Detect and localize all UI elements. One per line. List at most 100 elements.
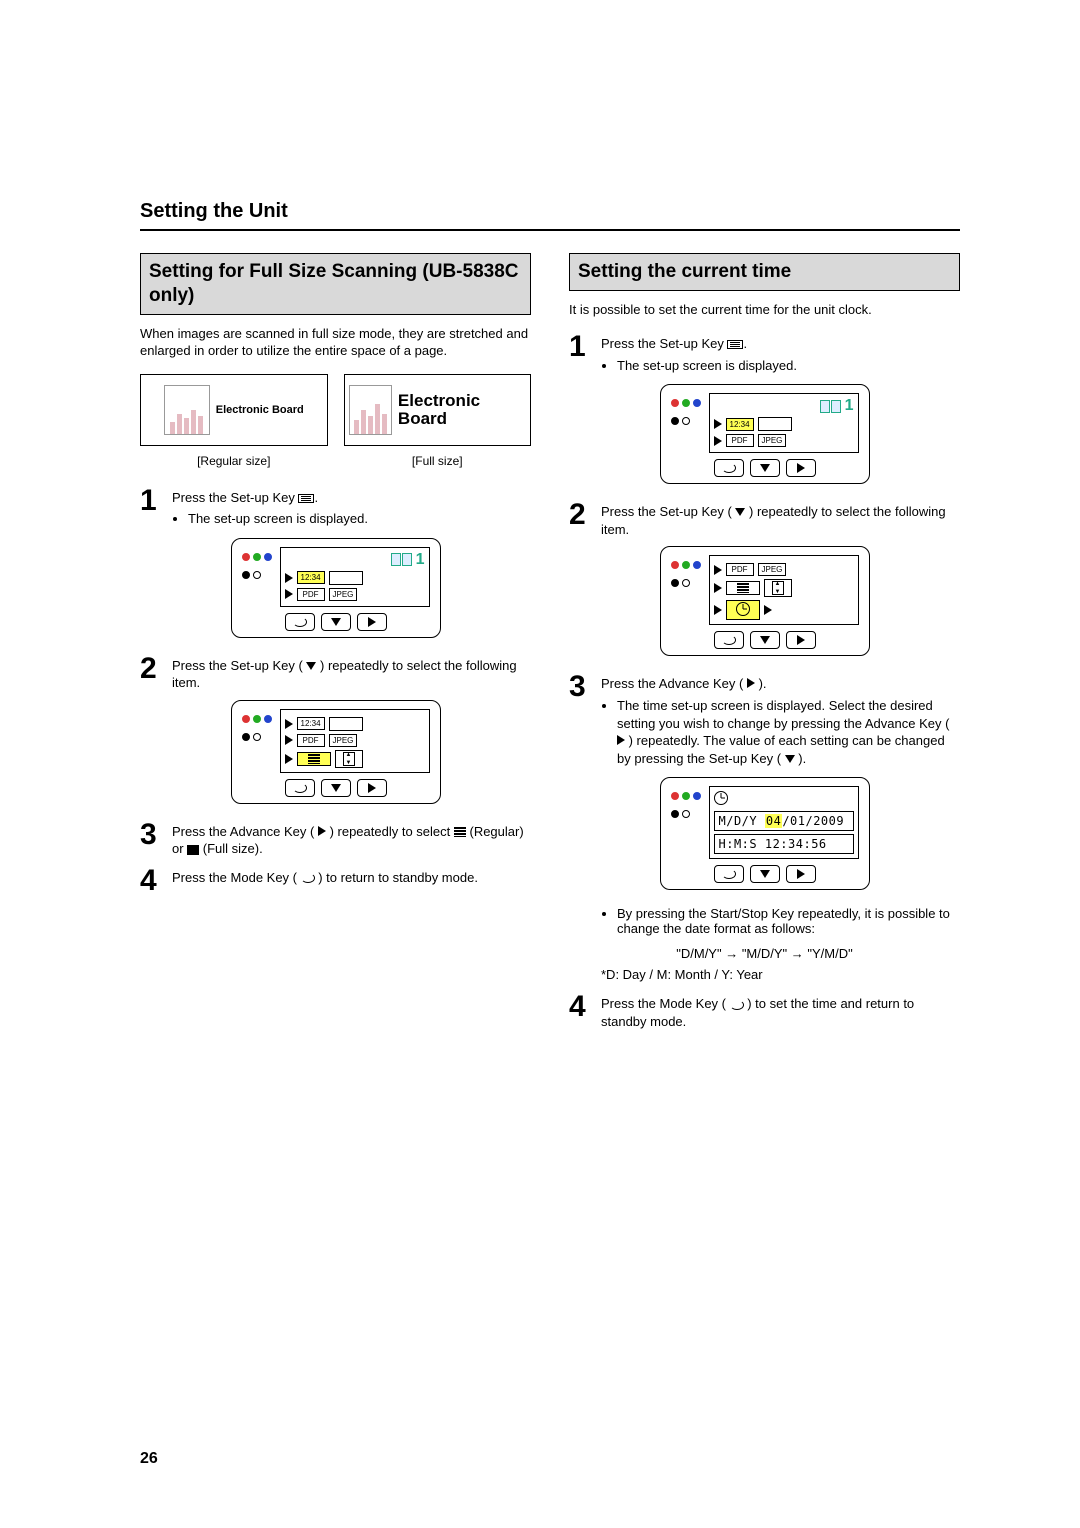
regular-size-icon	[308, 754, 320, 764]
mode-key-icon	[301, 873, 315, 883]
led-dots	[671, 786, 701, 818]
down-button	[750, 459, 780, 477]
step-number: 1	[140, 486, 162, 530]
play-icon	[285, 754, 293, 764]
step-number: 1	[569, 332, 591, 376]
step-number: 2	[140, 654, 162, 692]
step-bullet: The set-up screen is displayed.	[188, 510, 531, 528]
step-text: Press the Advance Key (	[172, 824, 318, 839]
step-text: Press the Mode Key (	[601, 996, 730, 1011]
mode-button	[714, 865, 744, 883]
step-text: Press the Set-up Key	[601, 336, 727, 351]
full-size-icon	[187, 845, 199, 855]
lcd-panel: M/D/Y 04/01/2009 H:M:S 12:34:56	[709, 786, 859, 859]
left-step-2: 2 Press the Set-up Key ( ) repeatedly to…	[140, 654, 531, 692]
right-step-3: 3 Press the Advance Key ( ). The time se…	[569, 672, 960, 769]
right-column: Setting the current time It is possible …	[569, 253, 960, 1038]
right-intro: It is possible to set the current time f…	[569, 301, 960, 319]
mode-key-icon	[730, 1000, 744, 1010]
demo-board-icon	[349, 385, 392, 435]
lcd-jpeg: JPEG	[329, 588, 358, 601]
step-text: ) repeatedly to select	[326, 824, 454, 839]
play-icon	[285, 735, 293, 745]
down-key-icon	[735, 508, 745, 516]
lcd-screen-r2: PDF JPEG	[660, 546, 870, 656]
lcd-screen-r1: 1 12:34 PDFJPEG	[660, 384, 870, 484]
full-size-icon	[343, 752, 355, 766]
advance-key-icon	[318, 826, 326, 836]
step-number: 4	[569, 992, 591, 1030]
left-step-1: 1 Press the Set-up Key . The set-up scre…	[140, 486, 531, 530]
regular-size-icon	[737, 583, 749, 593]
advance-button	[357, 613, 387, 631]
advance-button	[786, 865, 816, 883]
lcd-time: 12:34	[297, 717, 325, 730]
play-icon	[764, 605, 772, 615]
full-size-icon	[772, 581, 784, 595]
date-formats: "D/M/Y" → "M/D/Y" → "Y/M/D"	[569, 946, 960, 961]
led-dots	[242, 547, 272, 579]
down-button	[321, 779, 351, 797]
lcd-jpeg: JPEG	[329, 734, 358, 747]
step-text: Press the Mode Key (	[172, 870, 301, 885]
left-step-3: 3 Press the Advance Key ( ) repeatedly t…	[140, 820, 531, 858]
step-number: 3	[140, 820, 162, 858]
play-icon	[714, 419, 722, 429]
down-button	[750, 865, 780, 883]
play-icon	[714, 565, 722, 575]
demo-regular: Electronic Board	[140, 374, 328, 446]
page-header: Setting the Unit	[140, 200, 960, 231]
advance-button	[786, 459, 816, 477]
clock-icon	[714, 791, 728, 805]
play-icon	[285, 589, 293, 599]
mode-button	[285, 613, 315, 631]
demo-full-label: Electronic Board	[398, 392, 526, 428]
pages-icon	[820, 400, 841, 413]
step-bullet: The set-up screen is displayed.	[617, 357, 960, 375]
size-demo-row: Electronic Board Electronic Board	[140, 374, 531, 446]
mode-button	[714, 631, 744, 649]
lcd-pdf: PDF	[297, 588, 325, 601]
lcd-panel: 1 12:34 PDFJPEG	[280, 547, 430, 607]
step-text: Press the Set-up Key (	[172, 658, 306, 673]
advance-button	[357, 779, 387, 797]
date-line: M/D/Y 04/01/2009	[714, 811, 854, 831]
pages-icon	[391, 553, 412, 566]
lcd-time: 12:34	[297, 571, 325, 584]
led-dots	[242, 709, 272, 741]
lcd-pdf: PDF	[726, 563, 754, 576]
left-column: Setting for Full Size Scanning (UB-5838C…	[140, 253, 531, 1038]
clock-icon	[736, 602, 750, 616]
left-intro: When images are scanned in full size mod…	[140, 325, 531, 360]
caption-regular: [Regular size]	[140, 454, 328, 468]
demo-full: Electronic Board	[344, 374, 532, 446]
down-key-icon	[785, 755, 795, 763]
lcd-pdf: PDF	[297, 734, 325, 747]
down-button	[321, 613, 351, 631]
step-bullet: By pressing the Start/Stop Key repeatedl…	[617, 906, 960, 936]
setup-key-icon	[298, 494, 314, 503]
step-text: Press the Set-up Key (	[601, 504, 735, 519]
right-step-4: 4 Press the Mode Key ( ) to set the time…	[569, 992, 960, 1030]
lcd-jpeg: JPEG	[758, 563, 787, 576]
advance-button	[786, 631, 816, 649]
time-line: H:M:S 12:34:56	[714, 834, 854, 854]
down-button	[750, 631, 780, 649]
step-text: Press the Set-up Key	[172, 490, 298, 505]
lcd-panel: 1 12:34 PDFJPEG	[709, 393, 859, 453]
demo-board-icon	[164, 385, 210, 435]
lcd-panel: 12:34 PDF JPEG	[280, 709, 430, 773]
step-number: 4	[140, 866, 162, 896]
advance-key-icon	[747, 678, 755, 688]
right-step-2: 2 Press the Set-up Key ( ) repeatedly to…	[569, 500, 960, 538]
lcd-pdf: PDF	[726, 434, 754, 447]
step-text: Press the Advance Key (	[601, 676, 747, 691]
step-text: ).	[755, 676, 767, 691]
page-number: 26	[140, 1450, 158, 1468]
mode-button	[285, 779, 315, 797]
play-icon	[714, 583, 722, 593]
left-heading: Setting for Full Size Scanning (UB-5838C…	[140, 253, 531, 315]
date-legend: *D: Day / M: Month / Y: Year	[601, 967, 960, 982]
setup-key-icon	[727, 340, 743, 349]
regular-size-icon	[454, 827, 466, 837]
